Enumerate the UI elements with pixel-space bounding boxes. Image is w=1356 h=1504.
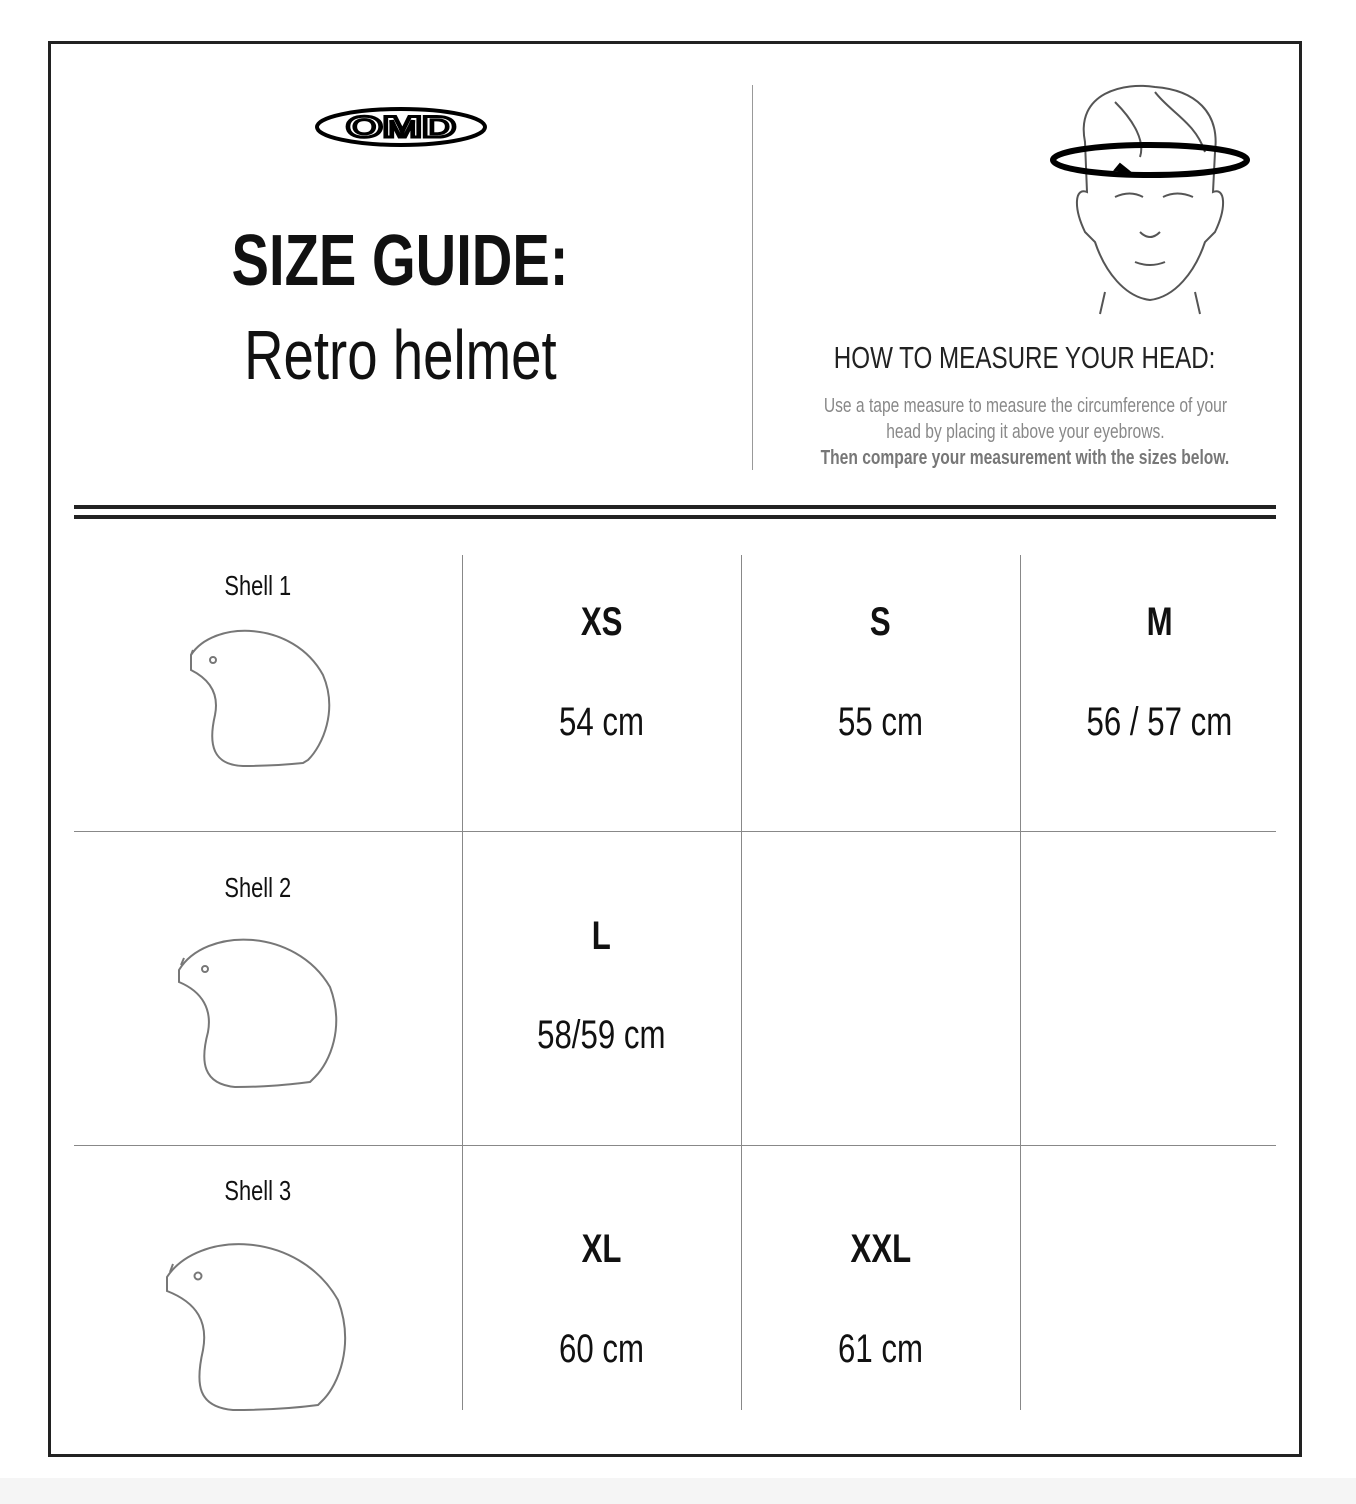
size-value: 60 cm <box>462 1327 741 1372</box>
head-measure-illustration <box>1050 84 1250 315</box>
page-subtitle: Retro helmet <box>0 315 800 395</box>
size-value: 55 cm <box>741 700 1020 745</box>
measure-instructions: Use a tape measure to measure the circum… <box>760 393 1290 471</box>
size-label: L <box>462 914 741 959</box>
size-text: XS <box>580 600 623 644</box>
size-label: M <box>1020 600 1299 645</box>
size-value: 58/59 cm <box>462 1013 741 1058</box>
column-divider <box>741 555 742 1410</box>
size-text: S <box>870 600 891 644</box>
svg-text:OMD: OMD <box>346 111 456 144</box>
size-text: M <box>1146 600 1173 644</box>
shell-label-text: Shell 1 <box>224 570 292 601</box>
size-value-text: 54 cm <box>559 700 644 744</box>
helmet-shell-3-icon <box>166 1243 347 1412</box>
instruction-line: Use a tape measure to measure the circum… <box>823 395 1227 417</box>
size-text: L <box>591 914 612 958</box>
double-divider-bottom <box>74 515 1276 519</box>
subtitle-text: Retro helmet <box>243 316 557 394</box>
double-divider-top <box>74 505 1276 509</box>
size-text: XL <box>581 1227 622 1271</box>
size-value: 54 cm <box>462 700 741 745</box>
size-value-text: 55 cm <box>838 700 923 744</box>
helmet-shell-2-icon <box>178 938 338 1089</box>
size-guide-document <box>48 41 1302 1457</box>
instruction-emphasis: Then compare your measurement with the s… <box>820 447 1230 469</box>
size-value-text: 60 cm <box>559 1327 644 1371</box>
size-value: 56 / 57 cm <box>1020 700 1299 745</box>
shell-label-text: Shell 2 <box>224 872 292 903</box>
row-divider <box>74 831 1276 832</box>
page-title: SIZE GUIDE: <box>0 220 800 302</box>
size-label: XL <box>462 1227 741 1272</box>
measure-heading-text: HOW TO MEASURE YOUR HEAD: <box>834 340 1216 375</box>
size-label: S <box>741 600 1020 645</box>
shell-label: Shell 3 <box>64 1175 452 1207</box>
size-value-text: 61 cm <box>838 1327 923 1371</box>
instruction-line: head by placing it above your eyebrows. <box>885 421 1165 443</box>
size-text: XXL <box>850 1227 911 1271</box>
title-text: SIZE GUIDE: <box>231 221 569 301</box>
shell-label-text: Shell 3 <box>224 1175 292 1206</box>
omd-logo: OMD <box>315 107 487 147</box>
page-bottom-strip <box>0 1478 1356 1504</box>
row-divider <box>74 1145 1276 1146</box>
size-value-text: 56 / 57 cm <box>1086 700 1233 744</box>
size-label: XXL <box>741 1227 1020 1272</box>
size-value-text: 58/59 cm <box>537 1013 666 1057</box>
column-divider <box>1020 555 1021 1410</box>
helmet-shell-1-icon <box>190 629 331 768</box>
measure-heading: HOW TO MEASURE YOUR HEAD: <box>760 340 1290 376</box>
shell-label: Shell 2 <box>64 872 452 904</box>
column-divider <box>462 555 463 1410</box>
size-value: 61 cm <box>741 1327 1020 1372</box>
size-label: XS <box>462 600 741 645</box>
header-divider <box>752 85 753 470</box>
shell-label: Shell 1 <box>64 570 452 602</box>
